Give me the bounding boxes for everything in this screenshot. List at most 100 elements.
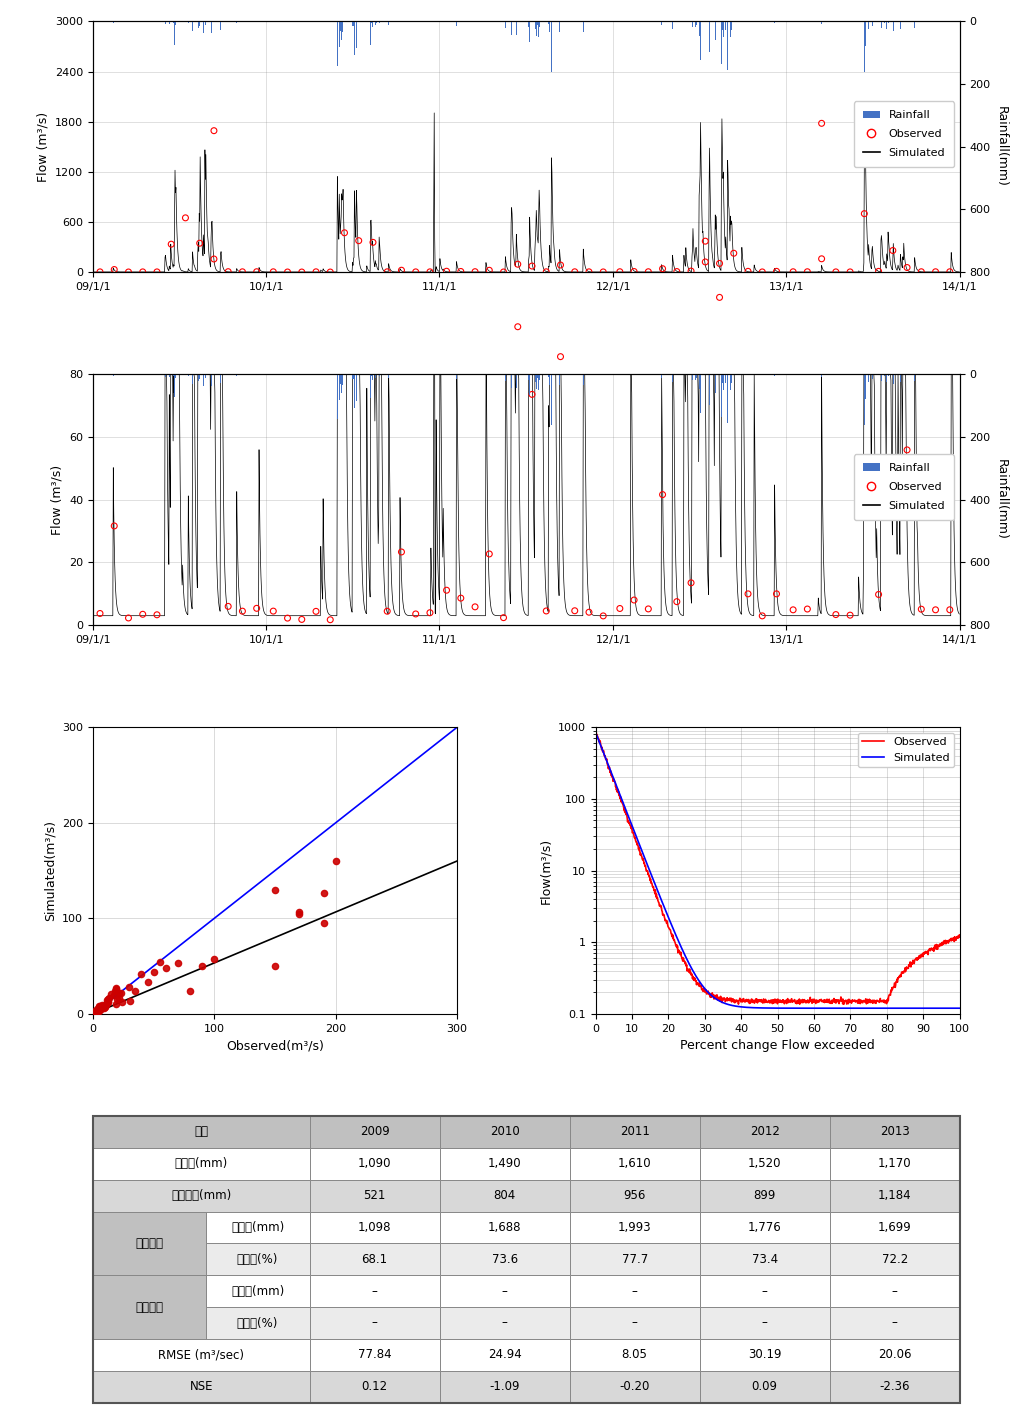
- Text: 유출실측: 유출실측: [135, 1300, 163, 1313]
- Point: [91, 997, 107, 1020]
- Text: 외부유입(mm): 외부유입(mm): [171, 1189, 231, 1202]
- Point: [697, 229, 713, 252]
- Point: [97, 994, 114, 1017]
- Point: [538, 600, 554, 622]
- Point: [234, 600, 251, 622]
- Point: [280, 261, 296, 283]
- Point: [266, 879, 283, 901]
- Bar: [310, 1276, 440, 1307]
- Simulated: [880, 1000, 893, 1017]
- Text: -1.09: -1.09: [489, 1380, 520, 1393]
- Y-axis label: Flow (m³/s): Flow (m³/s): [36, 111, 50, 182]
- Point: [913, 261, 930, 283]
- Point: [139, 971, 156, 994]
- Bar: [205, 1243, 310, 1276]
- Point: [625, 261, 642, 283]
- Text: 2010: 2010: [490, 1125, 519, 1138]
- Point: [768, 582, 784, 605]
- Point: [308, 600, 324, 622]
- Point: [108, 988, 125, 1011]
- Simulated: [750, 1000, 763, 1017]
- Point: [98, 993, 115, 1015]
- Simulated: [626, 819, 639, 836]
- Point: [88, 1000, 104, 1022]
- Text: –: –: [632, 1317, 638, 1330]
- Bar: [830, 1243, 960, 1276]
- Bar: [440, 1371, 570, 1403]
- Text: 20.06: 20.06: [878, 1349, 911, 1361]
- Bar: [570, 1212, 700, 1243]
- Point: [178, 206, 194, 229]
- Point: [134, 261, 151, 283]
- Point: [316, 911, 332, 934]
- Point: [640, 261, 656, 283]
- Point: [799, 598, 815, 621]
- Bar: [93, 1212, 205, 1276]
- Point: [625, 588, 642, 611]
- Point: [842, 604, 859, 627]
- Text: 1,610: 1,610: [618, 1158, 651, 1171]
- Simulated: [873, 1000, 885, 1017]
- Point: [92, 261, 108, 283]
- Point: [711, 286, 728, 309]
- Point: [291, 901, 308, 924]
- Observed: [838, 995, 850, 1012]
- Bar: [205, 1307, 310, 1339]
- Simulated: [954, 1000, 966, 1017]
- Bar: [440, 1243, 570, 1276]
- Bar: [570, 1179, 700, 1212]
- Point: [669, 261, 685, 283]
- Point: [595, 261, 612, 283]
- Bar: [440, 1339, 570, 1371]
- Bar: [440, 1116, 570, 1148]
- Bar: [440, 1276, 570, 1307]
- Bar: [310, 1371, 440, 1403]
- Bar: [700, 1116, 830, 1148]
- Point: [92, 997, 108, 1020]
- Point: [567, 600, 583, 622]
- Bar: [570, 1371, 700, 1403]
- Point: [453, 587, 470, 609]
- Text: 68.1: 68.1: [361, 1253, 388, 1266]
- Text: 72.2: 72.2: [881, 1253, 908, 1266]
- Point: [100, 987, 117, 1010]
- Text: –: –: [632, 1284, 638, 1297]
- Bar: [830, 1116, 960, 1148]
- Point: [351, 229, 367, 252]
- Observed: [737, 993, 749, 1010]
- Point: [408, 261, 424, 283]
- Point: [249, 597, 265, 619]
- Point: [90, 998, 106, 1021]
- Bar: [440, 1307, 570, 1339]
- Point: [220, 261, 236, 283]
- Observed: [589, 719, 602, 736]
- Point: [85, 1002, 101, 1025]
- Text: 804: 804: [493, 1189, 516, 1202]
- Point: [95, 997, 111, 1020]
- Bar: [440, 1148, 570, 1179]
- Bar: [93, 1179, 310, 1212]
- Text: –: –: [372, 1317, 378, 1330]
- Bar: [310, 1243, 440, 1276]
- Observed: [954, 928, 966, 946]
- Simulated: [839, 1000, 851, 1017]
- Bar: [440, 1212, 570, 1243]
- Point: [711, 252, 728, 275]
- Text: 유출율(%): 유출율(%): [237, 1253, 279, 1266]
- Point: [567, 261, 583, 283]
- Bar: [93, 1276, 205, 1339]
- Point: [182, 980, 198, 1002]
- Point: [149, 604, 165, 627]
- Point: [453, 261, 470, 283]
- Bar: [93, 1371, 310, 1403]
- Point: [393, 259, 410, 282]
- Point: [552, 253, 569, 276]
- Point: [581, 601, 598, 624]
- Point: [95, 994, 111, 1017]
- Point: [249, 261, 265, 283]
- Point: [90, 1001, 106, 1024]
- Observed: [880, 995, 893, 1012]
- Point: [884, 239, 901, 262]
- Point: [122, 990, 138, 1012]
- Point: [97, 995, 114, 1018]
